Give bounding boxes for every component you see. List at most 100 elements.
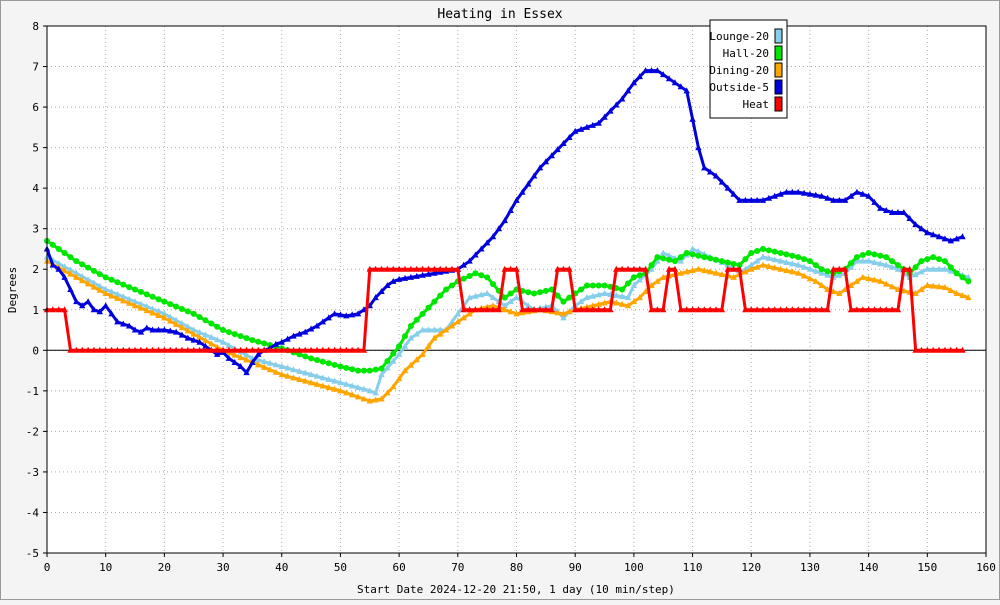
data-point: [243, 356, 250, 363]
y-tick-label: 0: [32, 344, 39, 357]
data-point: [384, 281, 391, 288]
data-point: [131, 326, 139, 333]
data-point: [343, 346, 350, 353]
data-point: [120, 320, 127, 327]
data-point: [871, 276, 878, 283]
data-point: [425, 304, 432, 311]
y-tick-label: 5: [32, 142, 39, 155]
data-point: [648, 262, 655, 269]
data-point: [372, 265, 379, 272]
data-point: [689, 306, 696, 313]
legend-label: Dining-20: [709, 64, 769, 77]
data-point: [495, 225, 503, 232]
data-point: [742, 268, 749, 275]
data-point: [542, 287, 549, 294]
data-point: [660, 306, 667, 313]
data-point: [96, 346, 104, 353]
data-point: [131, 346, 139, 353]
data-point: [636, 265, 643, 272]
data-point: [384, 364, 391, 371]
data-point: [302, 369, 309, 376]
data-point: [824, 268, 831, 275]
data-point: [137, 346, 145, 353]
data-point: [941, 346, 949, 353]
data-point: [184, 346, 192, 353]
data-point: [278, 363, 285, 370]
data-point: [102, 302, 109, 309]
data-point: [630, 281, 638, 288]
data-point: [536, 164, 544, 171]
data-point: [84, 276, 92, 283]
data-point: [114, 346, 121, 353]
data-point: [759, 253, 767, 260]
data-point: [225, 329, 232, 336]
data-point: [354, 384, 362, 391]
data-point: [906, 215, 913, 222]
data-point: [483, 290, 491, 297]
data-point: [437, 292, 444, 299]
data-point: [660, 71, 667, 78]
data-point: [348, 311, 356, 318]
data-point: [630, 298, 638, 305]
data-point: [290, 374, 297, 381]
data-point: [125, 299, 133, 306]
data-point: [800, 189, 808, 196]
data-point: [618, 265, 626, 272]
x-tick-label: 100: [624, 561, 644, 574]
data-point: [213, 336, 221, 343]
data-point: [143, 291, 150, 298]
data-point: [125, 346, 133, 353]
data-point: [337, 387, 344, 394]
data-point: [947, 237, 954, 244]
data-point: [795, 269, 802, 276]
data-point: [824, 271, 831, 278]
data-point: [607, 306, 614, 313]
data-point: [296, 367, 303, 374]
data-point: [102, 346, 109, 353]
data-point: [789, 268, 796, 275]
x-tick-label: 150: [917, 561, 937, 574]
data-point: [595, 119, 602, 126]
data-point: [61, 267, 68, 274]
data-point: [79, 277, 86, 284]
data-point: [208, 346, 215, 353]
data-point: [196, 314, 203, 321]
data-point: [847, 306, 855, 313]
data-point: [935, 233, 943, 240]
data-point: [360, 395, 368, 402]
data-point: [877, 277, 884, 284]
data-point: [560, 298, 567, 305]
data-point: [900, 287, 908, 294]
data-point: [877, 252, 884, 259]
data-point: [666, 256, 673, 263]
data-point: [489, 294, 497, 301]
data-point: [859, 273, 866, 280]
data-point: [79, 261, 86, 268]
data-point: [431, 334, 438, 341]
data-point: [178, 320, 186, 327]
data-point: [390, 265, 397, 272]
data-point: [865, 306, 872, 313]
data-point: [900, 208, 908, 215]
data-point: [748, 265, 755, 272]
data-point: [325, 384, 332, 391]
data-point: [525, 289, 532, 296]
y-tick-label: 3: [32, 223, 39, 236]
data-point: [871, 198, 878, 205]
data-point: [595, 306, 602, 313]
data-point: [783, 188, 790, 195]
data-point: [929, 265, 937, 272]
x-tick-label: 160: [976, 561, 996, 574]
data-point: [507, 308, 514, 315]
legend-swatch: [774, 28, 783, 44]
data-point: [900, 265, 908, 272]
data-point: [73, 258, 80, 265]
data-point: [243, 346, 250, 353]
data-point: [847, 192, 855, 199]
data-point: [296, 375, 303, 382]
data-point: [624, 302, 632, 309]
data-point: [618, 300, 626, 307]
data-point: [466, 310, 473, 317]
data-point: [736, 196, 743, 203]
